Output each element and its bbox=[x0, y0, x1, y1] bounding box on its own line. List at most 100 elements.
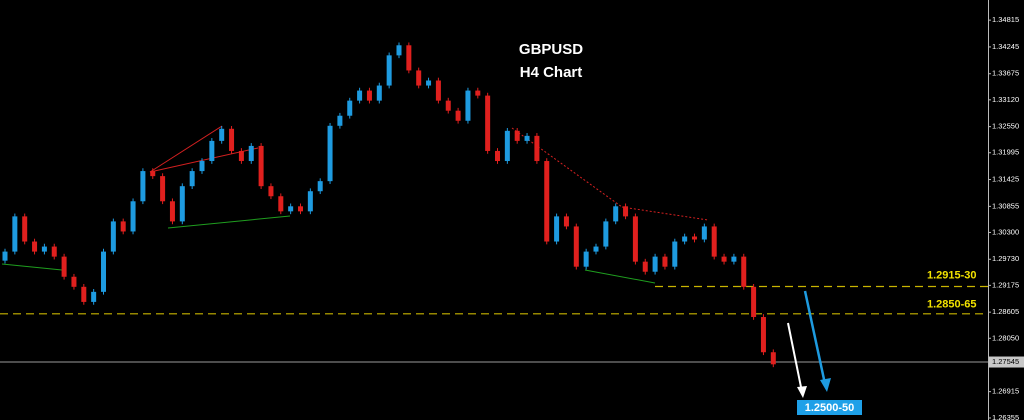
candle-body bbox=[760, 317, 766, 353]
candle-body bbox=[751, 286, 757, 318]
y-tick-label: 1.31425 bbox=[992, 175, 1019, 184]
candle-body bbox=[12, 216, 18, 252]
candle-body bbox=[2, 251, 8, 261]
arrow bbox=[787, 322, 803, 393]
candle-body bbox=[573, 226, 579, 267]
candle-body bbox=[652, 256, 658, 272]
candle-body bbox=[150, 171, 156, 177]
candle-body bbox=[662, 256, 668, 267]
y-tick-label: 1.26915 bbox=[992, 387, 1019, 396]
candle-body bbox=[179, 186, 185, 222]
candle-body bbox=[199, 161, 205, 172]
y-tick-label: 1.33675 bbox=[992, 69, 1019, 78]
candle-body bbox=[593, 246, 599, 252]
candle-body bbox=[416, 70, 422, 86]
candle-body bbox=[613, 206, 619, 222]
trend-line bbox=[167, 215, 291, 229]
candle-body bbox=[219, 128, 225, 141]
candle-body bbox=[337, 115, 343, 126]
y-tick-label: 1.28605 bbox=[992, 307, 1019, 316]
y-tick-label: 1.30855 bbox=[992, 201, 1019, 210]
candle-body bbox=[554, 216, 560, 242]
candle-body bbox=[426, 80, 432, 86]
trend-lines bbox=[1, 125, 709, 284]
candle-body bbox=[534, 135, 540, 162]
projection-arrows bbox=[787, 290, 831, 398]
candle-body bbox=[317, 181, 323, 192]
candle-body bbox=[465, 90, 471, 121]
candle-body bbox=[376, 85, 382, 101]
trend-line bbox=[621, 206, 709, 221]
candle-body bbox=[169, 201, 175, 222]
candle-body bbox=[632, 216, 638, 262]
trend-line bbox=[1, 263, 63, 271]
candle-body bbox=[288, 206, 294, 212]
candle-body bbox=[524, 135, 530, 141]
candle-body bbox=[347, 100, 353, 116]
candle-body bbox=[307, 191, 313, 212]
candle-body bbox=[583, 251, 589, 267]
candle-body bbox=[455, 110, 461, 121]
trend-line bbox=[584, 269, 656, 284]
candle-body bbox=[22, 216, 28, 242]
arrow-head bbox=[820, 378, 831, 392]
candle-body bbox=[495, 150, 500, 162]
candle-body bbox=[140, 171, 146, 202]
trend-line bbox=[511, 127, 623, 208]
candle-body bbox=[711, 226, 717, 257]
candle-body bbox=[731, 256, 737, 262]
candle-body bbox=[110, 221, 116, 252]
candle-body bbox=[130, 201, 136, 232]
candle-body bbox=[386, 55, 392, 86]
level-label: 1.2915-30 bbox=[927, 269, 977, 281]
candle-body bbox=[514, 130, 520, 141]
candle-body bbox=[298, 206, 303, 212]
candle-body bbox=[120, 221, 126, 232]
chart-title: GBPUSD bbox=[519, 41, 583, 58]
candle-body bbox=[81, 286, 87, 302]
y-tick-label: 1.30300 bbox=[992, 227, 1019, 236]
candle-body bbox=[623, 206, 629, 217]
candle-body bbox=[209, 140, 215, 162]
candle-body bbox=[435, 80, 441, 101]
candle-body bbox=[160, 176, 166, 202]
level-label: 1.2850-65 bbox=[927, 299, 977, 311]
y-tick-label: 1.34815 bbox=[992, 15, 1019, 24]
y-tick-label: 1.29175 bbox=[992, 280, 1019, 289]
candle-body bbox=[475, 90, 481, 96]
candle-body bbox=[278, 196, 284, 212]
candle-body bbox=[248, 145, 254, 162]
y-tick-label: 1.26355 bbox=[992, 413, 1019, 420]
candle-body bbox=[642, 261, 648, 272]
candle-body bbox=[51, 246, 57, 257]
candle-body bbox=[504, 130, 510, 162]
candle-body bbox=[357, 90, 363, 101]
candle-body bbox=[603, 221, 609, 247]
y-tick-label: 1.32550 bbox=[992, 122, 1019, 131]
y-tick-label: 1.34245 bbox=[992, 42, 1019, 51]
last-price-label: 1.27545 bbox=[992, 357, 1019, 366]
candle-body bbox=[71, 276, 77, 287]
y-tick-label: 1.28050 bbox=[992, 333, 1019, 342]
candle-body bbox=[396, 45, 402, 56]
candle-body bbox=[327, 125, 333, 182]
y-tick-label: 1.33120 bbox=[992, 95, 1019, 104]
last-price-box bbox=[989, 356, 1024, 368]
arrow bbox=[803, 290, 827, 385]
candle-body bbox=[563, 216, 569, 227]
candle-body bbox=[485, 95, 491, 151]
candle-body bbox=[741, 256, 747, 287]
candle-body bbox=[672, 241, 678, 267]
candle-body bbox=[544, 161, 550, 242]
target-box bbox=[797, 400, 862, 415]
candle-body bbox=[692, 236, 697, 240]
candle-body bbox=[41, 246, 47, 252]
candle-body bbox=[445, 100, 451, 111]
candle-body bbox=[366, 90, 372, 101]
arrow-head bbox=[797, 386, 807, 398]
chart-subtitle: H4 Chart bbox=[520, 64, 583, 81]
candle-body bbox=[721, 256, 727, 262]
candle-body bbox=[101, 251, 106, 292]
